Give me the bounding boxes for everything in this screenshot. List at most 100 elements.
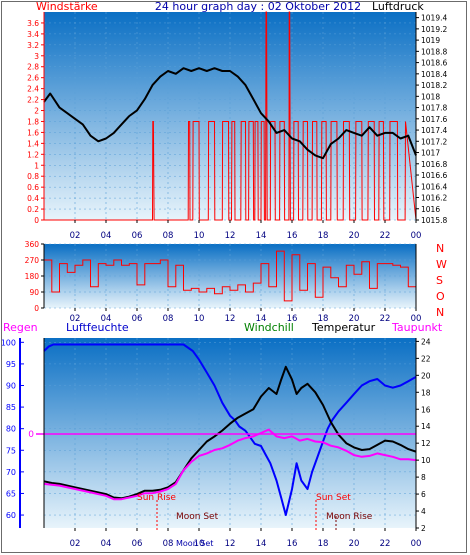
y-left-tick-label: 2.8: [27, 63, 39, 72]
chart3-series: [36, 343, 417, 516]
y-left-tick-label: 270: [25, 256, 40, 265]
x-tick-label: 02: [70, 314, 81, 324]
y-right-tick-label: 1019.2: [421, 25, 447, 34]
chart1-grid: [44, 12, 417, 221]
compass-label: W: [436, 258, 447, 271]
y-right-tick-label: 1015.8: [421, 216, 447, 225]
x-tick-label: 08: [163, 231, 174, 241]
chart1-title: 24 hour graph day : 02 Oktober 2012: [155, 0, 361, 13]
y-right-tick-label: 1017: [421, 149, 440, 158]
chart3-label-luftfeuchte: Luftfeuchte: [66, 321, 129, 334]
moon-set-label-1: Moon Set: [176, 512, 219, 522]
wind-speed-line: [44, 11, 417, 221]
x-tick-label: 12: [225, 539, 236, 549]
y-left-tick-label: 180: [25, 272, 40, 281]
temperature-tick-label: 8: [421, 473, 426, 482]
x-tick-label: 16: [287, 539, 298, 549]
x-tick-label: 08: [163, 539, 174, 549]
y-left-tick-label: 0.8: [27, 172, 39, 181]
x-tick-label: 02: [70, 231, 81, 241]
y-left-tick-label: 2.2: [27, 96, 39, 105]
y-left-tick-label: 0: [34, 304, 39, 313]
temperature-tick-label: 24: [421, 337, 431, 346]
x-tick-label: 04: [101, 539, 112, 549]
y-right-tick-label: 1016.8: [421, 160, 447, 169]
x-tick-label: 06: [132, 314, 143, 324]
humidity-tick-label: 100: [1, 338, 16, 347]
chart1-wind-series: [44, 11, 417, 221]
y-right-tick-label: 1016: [421, 205, 440, 214]
x-tick-label: 00: [411, 231, 422, 241]
temperature-tick-label: 2: [421, 524, 426, 533]
x-tick-label: 22: [380, 314, 391, 324]
humidity-line: [43, 343, 417, 516]
y-left-tick-label: 2.4: [27, 85, 39, 94]
y-right-tick-label: 1018.2: [421, 81, 447, 90]
humidity-tick-label: 80: [6, 425, 16, 434]
x-tick-label: 12: [225, 314, 236, 324]
y-right-tick-label: 1017.4: [421, 126, 447, 135]
chart1-right-label: Luftdruck: [372, 0, 424, 13]
y-right-tick-label: 1017.6: [421, 115, 447, 124]
x-tick-label: 20: [349, 314, 360, 324]
chart2-left-ticks: 0 90 180 270 360: [25, 240, 44, 313]
y-right-tick-label: 1018.6: [421, 59, 447, 68]
chart1-left-ticks: 0 0.2 0.4 0.6 0.8 1 1.2 1.4 1.6 1.82 2.2 2.4 2.6 2.8 3…: [27, 19, 44, 225]
temperature-tick-label: 6: [421, 490, 426, 499]
x-tick-label: 20: [349, 539, 360, 549]
x-tick-label: 16: [287, 314, 298, 324]
wind-direction-line: [44, 250, 417, 302]
y-left-tick-label: 0: [34, 216, 39, 225]
y-right-tick-label: 1018.4: [421, 70, 447, 79]
temperature-tick-label: 16: [421, 405, 431, 414]
temperature-tick-label: 14: [421, 422, 431, 431]
compass-label: N: [436, 306, 444, 319]
compass-label: S: [436, 274, 443, 287]
sun-rise-label: Sun Rise: [137, 493, 176, 503]
humidity-tick-label: 60: [6, 511, 16, 520]
y-left-tick-label: 3.4: [27, 30, 39, 39]
x-tick-label: 06: [132, 231, 143, 241]
chart3-x-ticks: 02 04 06 08 10 12 14 16 18 20 22 00: [70, 528, 421, 549]
chart2-x-ticks: 02 04 06 08 10 12 14 16 18 20 22 00: [70, 308, 421, 324]
chart3-label-temperatur: Temperatur: [311, 321, 376, 334]
y-right-tick-label: 1016.2: [421, 194, 447, 203]
x-tick-label: 02: [70, 539, 81, 549]
x-tick-label: 20: [349, 231, 360, 241]
x-tick-label: 04: [101, 231, 112, 241]
y-left-tick-label: 1.2: [27, 150, 39, 159]
y-right-tick-label: 1016.4: [421, 182, 447, 191]
y-right-tick-label: 1017.8: [421, 104, 447, 113]
compass-label: N: [436, 242, 444, 255]
compass-label: O: [436, 290, 445, 303]
x-tick-label: 08: [163, 314, 174, 324]
y-left-tick-label: 1.8: [27, 117, 39, 126]
y-left-tick-label: 0.2: [27, 205, 39, 214]
temperature-tick-label: 4: [421, 507, 426, 516]
y-right-tick-label: 1018: [421, 92, 440, 101]
y-right-tick-label: 1019: [421, 36, 440, 45]
humidity-tick-label: 90: [6, 382, 16, 391]
chart1-x-ticks: 02 04 06 08 10 12 14 16 18 20 22 00: [70, 220, 422, 241]
x-tick-label: 22: [380, 539, 391, 549]
y-left-tick-label: 3.6: [27, 19, 39, 28]
y-left-tick-label: 360: [25, 240, 40, 249]
y-left-tick-label: 2: [34, 107, 39, 116]
humidity-tick-label: 85: [6, 403, 16, 412]
temperature-tick-label: 18: [421, 388, 431, 397]
x-tick-label: 22: [380, 231, 391, 241]
chart3-label-regen: Regen: [3, 321, 38, 334]
chart1-right-ticks: 1015.8 1016 1016.2 1016.4 1016.6 1016.8 1017 10…: [416, 14, 447, 225]
x-tick-label: 14: [256, 539, 267, 549]
x-tick-label: 12: [225, 231, 236, 241]
x-tick-label: 14: [256, 231, 267, 241]
y-left-tick-label: 1: [34, 161, 39, 170]
y-left-tick-label: 90: [29, 288, 39, 297]
y-left-tick-label: 1.6: [27, 128, 39, 137]
temperature-tick-label: 12: [421, 439, 431, 448]
x-tick-label: 16: [287, 231, 298, 241]
y-right-tick-label: 1016.6: [421, 171, 447, 180]
